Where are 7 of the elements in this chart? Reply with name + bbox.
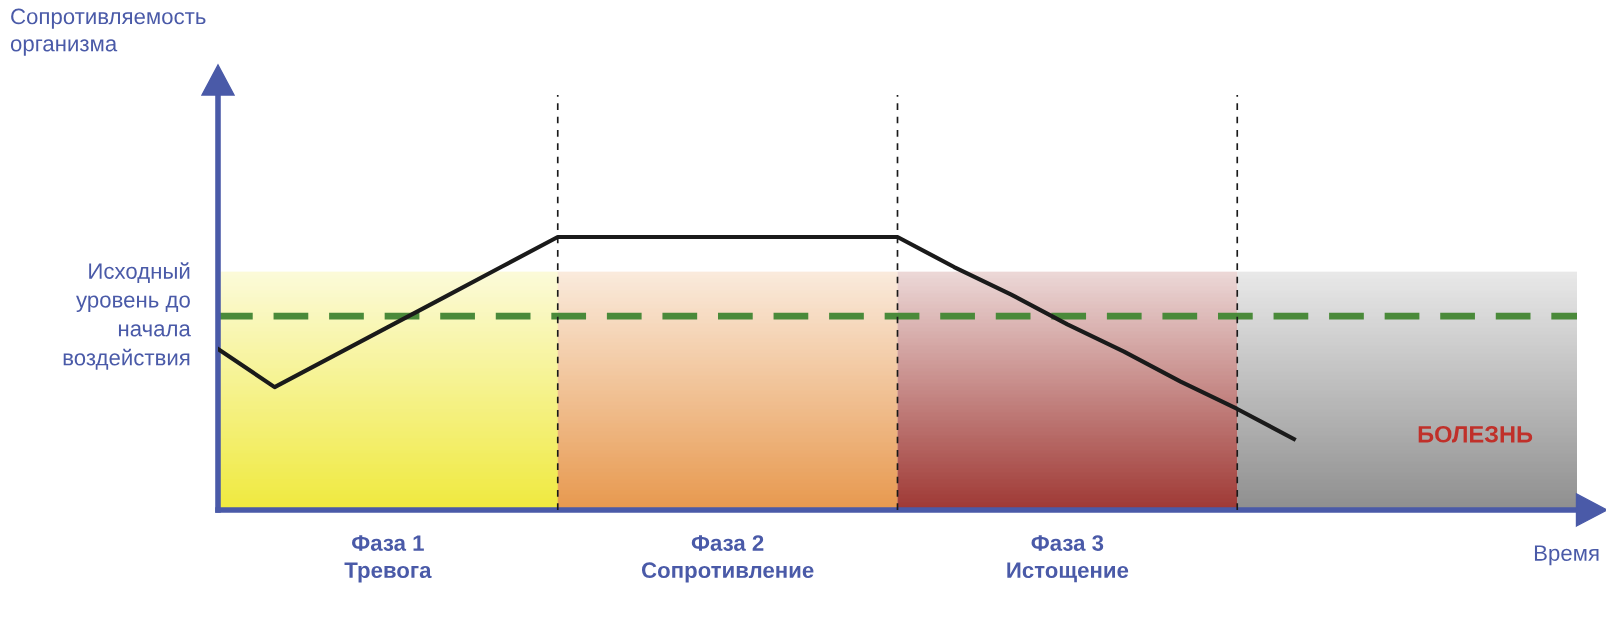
text: Фаза 3 Истощение [1007, 535, 1129, 583]
x-axis-title: Время [1534, 545, 1599, 566]
annotation: БОЛЕЗНЬ [1418, 425, 1533, 443]
text: Фаза 1 Тревога [344, 535, 432, 583]
text: Сопротивляемость организма [10, 8, 206, 56]
ref-line-label: Исходный уровень до начала воздействия [63, 262, 191, 370]
text: Фаза 2 Сопротивление [641, 535, 814, 583]
